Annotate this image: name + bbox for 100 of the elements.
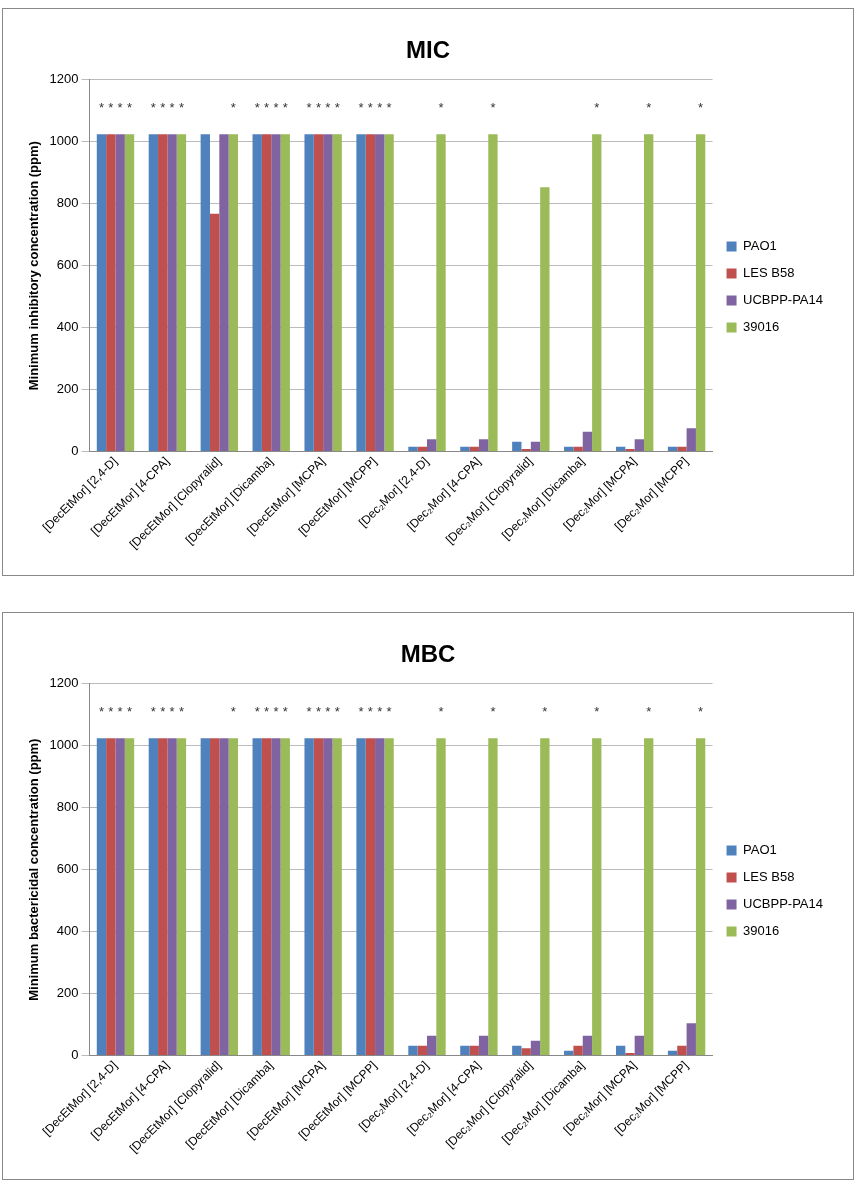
data-label: * <box>490 703 496 719</box>
bar <box>686 428 696 452</box>
bar <box>512 441 522 452</box>
bar <box>176 738 187 1056</box>
bar <box>356 738 366 1056</box>
data-label: * <box>438 99 444 115</box>
bar <box>148 738 159 1056</box>
bar <box>261 134 272 452</box>
bar <box>634 439 645 452</box>
bar <box>332 738 342 1056</box>
y-tick-label: 1000 <box>49 133 79 149</box>
data-label: * <box>254 703 260 719</box>
bar <box>375 134 385 452</box>
bar <box>426 439 437 452</box>
data-label: * <box>150 703 156 719</box>
bar <box>96 738 107 1056</box>
bar <box>592 738 602 1056</box>
data-label: * <box>325 99 331 115</box>
y-tick-label: 200 <box>56 381 79 397</box>
bar <box>460 446 470 452</box>
data-label: * <box>108 703 114 719</box>
data-label: * <box>178 703 184 719</box>
data-label: * <box>386 703 392 719</box>
bar <box>573 1045 583 1056</box>
data-label: * <box>358 99 364 115</box>
bar <box>124 738 135 1056</box>
data-label: * <box>367 99 373 115</box>
bar <box>582 431 593 452</box>
data-label: * <box>230 703 236 719</box>
bar <box>158 134 168 452</box>
bar <box>200 738 210 1056</box>
data-label: * <box>254 99 260 115</box>
bar <box>252 134 262 452</box>
data-label: * <box>117 703 123 719</box>
data-label: * <box>230 99 236 115</box>
bar <box>695 738 706 1056</box>
bar <box>280 738 290 1056</box>
bar <box>271 134 281 452</box>
data-label: * <box>315 99 322 115</box>
bar <box>176 134 187 452</box>
data-label: * <box>698 703 704 719</box>
bar <box>426 1035 437 1056</box>
bar <box>167 134 177 452</box>
data-label: * <box>358 703 364 719</box>
data-label: * <box>169 99 175 115</box>
y-tick-label: 0 <box>71 1047 79 1063</box>
y-axis-title: Minimum bactericidal concentration (ppm) <box>26 738 42 1001</box>
bar <box>332 134 342 452</box>
data-label: * <box>306 703 312 719</box>
bar <box>280 134 290 452</box>
bar <box>106 134 116 452</box>
bar <box>115 738 125 1056</box>
data-label: * <box>334 99 340 115</box>
data-label: * <box>594 703 600 719</box>
y-tick-label: 400 <box>56 319 79 335</box>
bar <box>512 1045 522 1056</box>
y-axis-title: Minimum inhibitory concentration (ppm) <box>26 141 42 391</box>
bar <box>582 1035 593 1056</box>
bar <box>323 738 333 1056</box>
data-label: * <box>117 99 123 115</box>
bar <box>271 738 281 1056</box>
bar <box>417 1045 427 1056</box>
data-label: * <box>126 99 133 115</box>
bar <box>460 1045 470 1056</box>
y-tick-label: 600 <box>56 861 79 877</box>
data-label: * <box>698 99 704 115</box>
bar <box>200 134 210 452</box>
bar <box>261 738 272 1056</box>
bar <box>540 187 550 452</box>
bar <box>592 134 602 452</box>
data-label: * <box>377 99 383 115</box>
data-label: * <box>386 99 392 115</box>
chart-title: MBC <box>400 640 456 668</box>
bar <box>124 134 135 452</box>
bar <box>228 738 239 1056</box>
data-label: * <box>315 703 322 719</box>
data-label: * <box>169 703 175 719</box>
bar <box>478 439 489 452</box>
bar <box>313 134 324 452</box>
bar <box>521 1048 531 1056</box>
data-label: * <box>282 703 288 719</box>
legend-label: LES B58 <box>743 265 795 281</box>
bar <box>304 738 314 1056</box>
bar <box>478 1035 489 1056</box>
data-label: * <box>367 703 373 719</box>
bar <box>615 1045 626 1056</box>
y-tick-label: 400 <box>56 923 79 939</box>
bar <box>530 1040 541 1056</box>
bar <box>96 134 107 452</box>
bar <box>695 134 706 452</box>
bar <box>540 738 550 1056</box>
bar <box>313 738 324 1056</box>
bar <box>252 738 262 1056</box>
bar <box>209 738 220 1056</box>
bar <box>644 738 654 1056</box>
data-label: * <box>542 703 548 719</box>
bar <box>644 134 654 452</box>
bar <box>677 1045 687 1056</box>
bar <box>365 738 376 1056</box>
legend-label: 39016 <box>743 319 780 335</box>
